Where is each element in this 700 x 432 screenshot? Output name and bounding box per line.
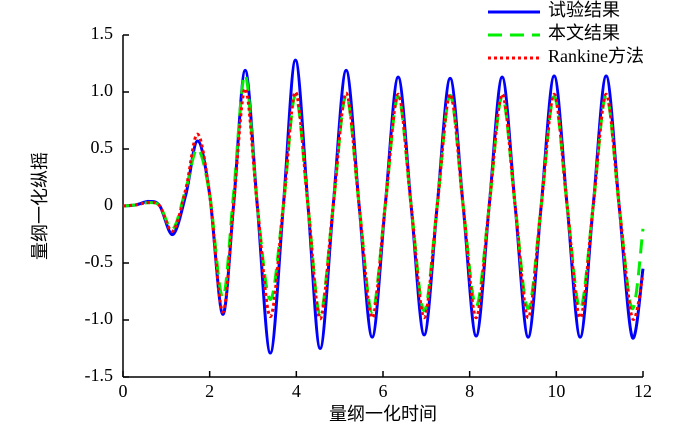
y-tick-label: -1.0 [85, 308, 114, 328]
x-tick-label: 12 [634, 381, 652, 401]
x-axis-label: 量纲一化时间 [329, 404, 437, 424]
x-tick-label: 8 [465, 381, 474, 401]
y-tick-label: -1.5 [85, 365, 114, 385]
legend-label: 本文结果 [548, 23, 620, 43]
series-line [122, 73, 645, 316]
series-line [122, 87, 645, 321]
x-tick-label: 0 [119, 381, 128, 401]
x-tick-label: 4 [292, 381, 301, 401]
x-tick-label: 10 [547, 381, 565, 401]
y-tick-label: 0 [104, 194, 113, 214]
y-tick-label: 1.5 [91, 23, 114, 43]
y-axis-label: 量纲一化纵摇 [30, 152, 50, 260]
legend-label: Rankine方法 [548, 46, 644, 66]
x-tick-label: 2 [205, 381, 214, 401]
y-tick-label: 0.5 [91, 137, 114, 157]
legend-label: 试验结果 [548, 0, 620, 20]
x-tick-label: 6 [379, 381, 388, 401]
y-tick-label: -0.5 [85, 251, 114, 271]
y-tick-label: 1.0 [91, 80, 114, 100]
series-line [122, 58, 645, 355]
